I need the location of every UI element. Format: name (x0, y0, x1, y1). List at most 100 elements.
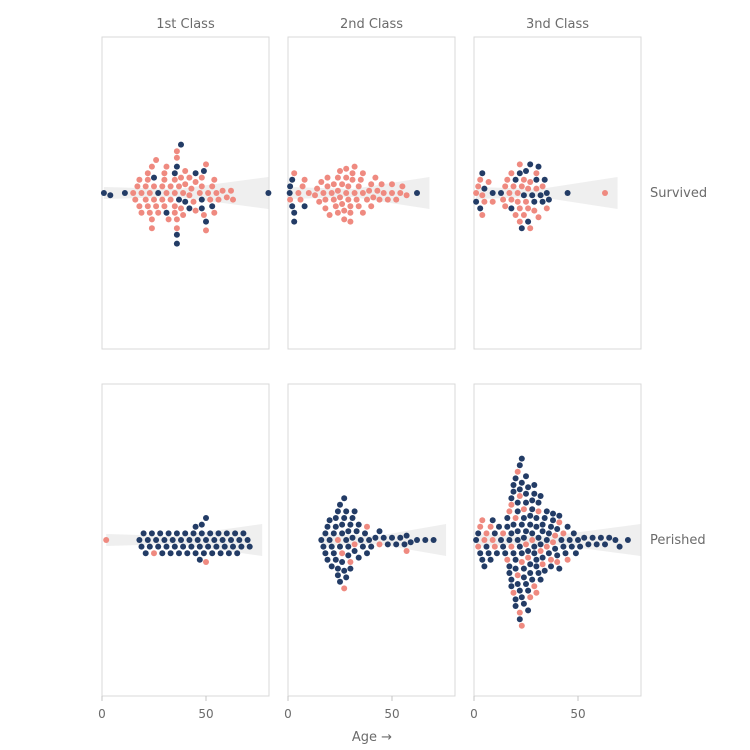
point-perished-1st-class-male-38 (203, 515, 209, 521)
point-perished-3nd-class-male-146 (568, 543, 575, 550)
point-survived-1st-class-female-35 (165, 216, 172, 223)
point-perished-3nd-class-female-121 (543, 543, 550, 550)
point-survived-1st-class-female-37 (167, 183, 174, 190)
point-survived-2nd-class-male-5 (291, 209, 298, 216)
point-perished-3nd-class-female-144 (564, 556, 571, 563)
point-survived-1st-class-female-76 (203, 161, 209, 168)
point-survived-1st-class-female-45 (173, 225, 180, 232)
point-perished-2nd-class-male-8 (328, 543, 335, 550)
point-perished-1st-class-male-53 (234, 550, 241, 557)
point-survived-1st-class-female-10 (142, 196, 149, 203)
point-perished-1st-class-male-27 (190, 530, 197, 537)
point-perished-3nd-class-male-119 (541, 567, 548, 574)
point-survived-1st-class-female-89 (230, 196, 236, 203)
point-survived-2nd-class-female-43 (347, 209, 354, 216)
point-perished-1st-class-male-36 (203, 537, 209, 543)
point-perished-3nd-class-male-148 (572, 550, 579, 557)
point-perished-3nd-class-female-25 (504, 556, 511, 563)
point-perished-3nd-class-male-110 (537, 541, 544, 548)
point-survived-1st-class-male-42 (171, 170, 178, 177)
point-survived-3nd-class-male-33 (520, 192, 527, 199)
point-survived-3nd-class-male-32 (518, 225, 525, 232)
point-survived-1st-class-female-70 (198, 183, 205, 190)
point-perished-1st-class-male-41 (209, 550, 216, 557)
point-survived-3nd-class-female-25 (514, 190, 521, 196)
point-survived-1st-class-female-15 (146, 190, 153, 196)
point-perished-3nd-class-female-31 (508, 543, 515, 550)
point-survived-2nd-class-female-12 (301, 176, 308, 183)
point-perished-3nd-class-male-99 (531, 490, 538, 497)
point-survived-1st-class-female-68 (196, 190, 203, 196)
point-survived-2nd-class-female-17 (318, 179, 325, 185)
point-survived-2nd-class-female-40 (345, 196, 352, 203)
point-perished-1st-class-male-49 (225, 550, 232, 557)
point-perished-3nd-class-male-39 (510, 488, 517, 495)
point-survived-3nd-class-female-35 (520, 212, 527, 218)
point-survived-1st-class-female-52 (178, 205, 184, 212)
point-survived-2nd-class-male-4 (289, 176, 296, 183)
point-perished-1st-class-male-55 (238, 543, 245, 550)
point-survived-3nd-class-female-38 (525, 185, 532, 192)
point-perished-1st-class-male-50 (228, 537, 234, 543)
x-axis-label: Age → (352, 730, 392, 745)
point-survived-1st-class-female-39 (171, 203, 178, 210)
point-perished-3nd-class-male-108 (535, 570, 542, 576)
point-survived-1st-class-male-22 (151, 174, 157, 181)
point-perished-3nd-class-male-94 (529, 576, 536, 583)
point-survived-3nd-class-female-2 (475, 183, 482, 190)
point-perished-1st-class-male-2 (138, 543, 145, 550)
point-perished-3nd-class-male-8 (481, 563, 488, 570)
point-survived-1st-class-female-62 (186, 174, 193, 181)
point-perished-3nd-class-male-143 (564, 523, 571, 530)
point-perished-3nd-class-male-74 (520, 600, 527, 607)
point-perished-2nd-class-male-52 (366, 537, 373, 543)
point-survived-3nd-class-male-59 (564, 190, 571, 196)
point-survived-1st-class-female-88 (228, 187, 234, 194)
point-perished-3nd-class-female-135 (554, 559, 561, 565)
point-perished-2nd-class-male-33 (345, 543, 352, 550)
point-perished-3nd-class-male-81 (525, 548, 532, 554)
point-survived-2nd-class-female-1 (287, 196, 294, 203)
point-perished-1st-class-male-42 (211, 537, 218, 543)
point-survived-3nd-class-female-49 (533, 170, 540, 177)
point-perished-3nd-class-female-90 (527, 594, 534, 601)
point-survived-1st-class-female-46 (173, 154, 180, 161)
point-survived-2nd-class-female-15 (314, 185, 321, 192)
point-perished-2nd-class-male-58 (384, 541, 391, 548)
point-perished-3nd-class-female-107 (535, 508, 542, 515)
point-survived-1st-class-female-29 (161, 203, 168, 210)
point-perished-3nd-class-male-44 (512, 565, 519, 572)
point-survived-2nd-class-female-22 (324, 174, 331, 181)
point-perished-3nd-class-male-149 (575, 537, 581, 543)
point-perished-3nd-class-male-122 (543, 508, 550, 515)
point-survived-3nd-class-female-46 (531, 207, 538, 214)
point-survived-1st-class-female-6 (136, 203, 143, 210)
point-survived-2nd-class-female-53 (359, 190, 366, 196)
point-perished-2nd-class-male-35 (345, 552, 352, 559)
point-perished-3nd-class-male-34 (508, 576, 515, 583)
point-perished-3nd-class-male-49 (514, 528, 521, 535)
point-survived-1st-class-female-19 (148, 225, 155, 232)
point-survived-2nd-class-female-50 (355, 183, 362, 190)
point-survived-3nd-class-female-39 (525, 205, 532, 212)
point-survived-1st-class-female-82 (211, 176, 218, 183)
point-survived-3nd-class-male-51 (535, 163, 542, 170)
point-survived-2nd-class-female-44 (347, 218, 354, 225)
point-perished-2nd-class-male-38 (347, 565, 354, 572)
point-perished-2nd-class-male-2 (322, 530, 329, 537)
point-survived-1st-class-male-47 (173, 231, 180, 238)
point-survived-1st-class-male-90 (265, 190, 272, 196)
point-survived-3nd-class-female-7 (479, 212, 486, 218)
point-survived-2nd-class-female-63 (376, 196, 383, 203)
point-perished-3nd-class-male-147 (570, 530, 577, 537)
point-perished-3nd-class-male-17 (491, 530, 498, 537)
point-perished-3nd-class-male-63 (518, 521, 525, 528)
point-perished-3nd-class-male-114 (539, 528, 546, 535)
point-survived-1st-class-female-26 (155, 209, 162, 216)
point-perished-3nd-class-male-76 (523, 528, 529, 535)
point-perished-3nd-class-male-9 (483, 543, 490, 550)
point-survived-2nd-class-female-56 (364, 196, 370, 203)
point-survived-1st-class-female-87 (223, 194, 230, 201)
point-perished-3nd-class-female-91 (529, 537, 536, 543)
point-survived-3nd-class-male-48 (533, 176, 540, 183)
